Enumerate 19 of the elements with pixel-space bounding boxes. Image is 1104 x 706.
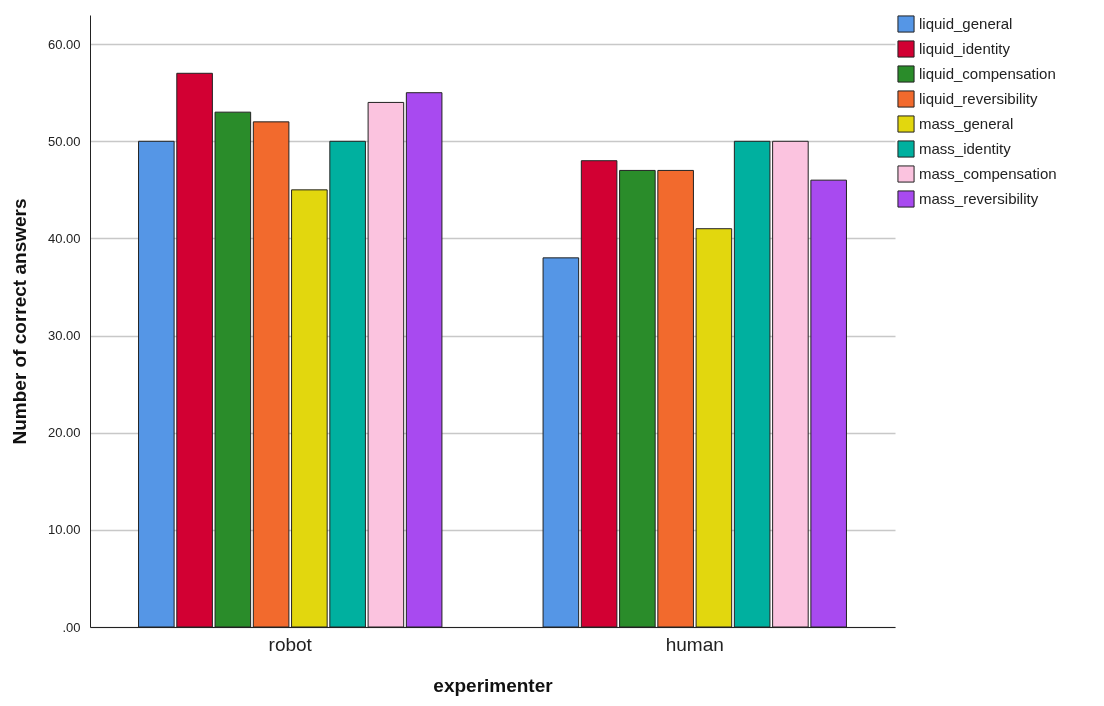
- y-tick-label: 60.00: [47, 36, 81, 52]
- y-tick-label: .00: [62, 619, 81, 635]
- y-tick-label: 30.00: [47, 328, 81, 344]
- x-tick-label: robot: [268, 633, 313, 655]
- x-axis-title: experimenter: [433, 674, 554, 696]
- legend-label: liquid_general: [919, 15, 1013, 32]
- y-tick-label: 20.00: [47, 425, 81, 441]
- legend-label: liquid_compensation: [919, 65, 1056, 82]
- legend-label: liquid_reversibility: [919, 90, 1038, 107]
- y-tick-label: 40.00: [47, 230, 81, 246]
- x-tick-label: human: [665, 633, 724, 655]
- legend-label: mass_reversibility: [919, 190, 1039, 207]
- legend-label: mass_general: [919, 115, 1014, 132]
- y-tick-label: 10.00: [47, 522, 81, 538]
- legend-label: mass_compensation: [919, 165, 1057, 182]
- legend-label: liquid_identity: [919, 40, 1011, 57]
- legend-label: mass_identity: [919, 140, 1012, 157]
- y-axis-title: Number of correct answers: [8, 198, 30, 445]
- y-tick-label: 50.00: [47, 133, 81, 149]
